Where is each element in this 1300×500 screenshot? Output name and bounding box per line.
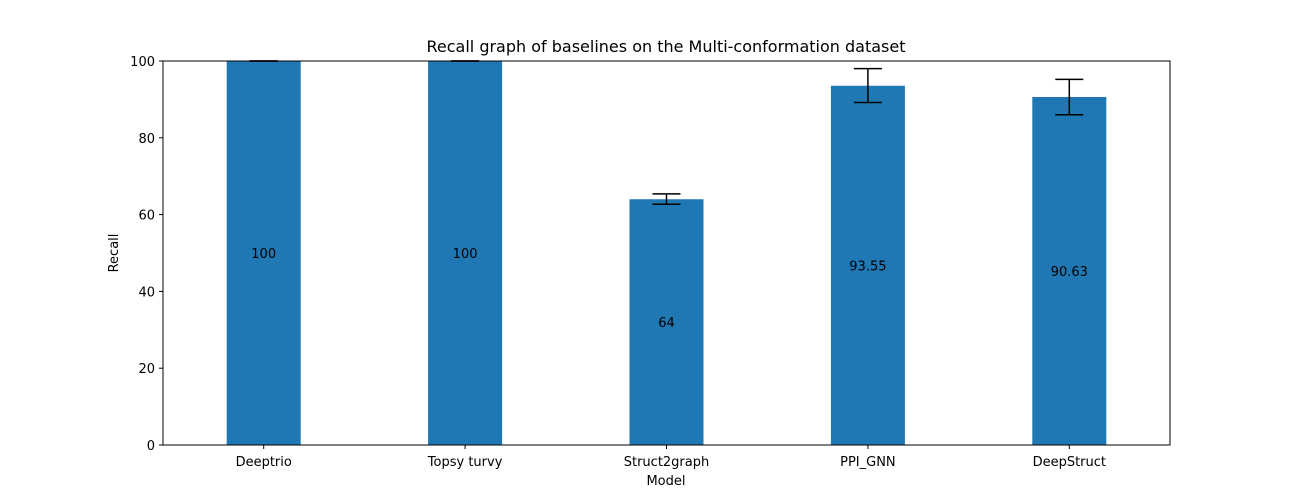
y-tick-label: 80 xyxy=(138,132,155,147)
axes-layer: Deeptrio Topsy turvy Struct2graph PPI_GNN De… xyxy=(130,55,1171,470)
x-tick-label: PPI_GNN xyxy=(840,455,896,470)
x-tick-label: DeepStruct xyxy=(1033,455,1106,470)
y-tick-label: 20 xyxy=(138,362,155,377)
x-axis-label: Model xyxy=(646,474,685,489)
x-tick-label: Struct2graph xyxy=(624,455,710,470)
axes-frame xyxy=(162,60,1171,446)
error-bar xyxy=(1055,78,1084,116)
y-tick-label: 0 xyxy=(147,439,155,454)
bar-value-label: 64 xyxy=(658,316,675,331)
bar-ppi-gnn xyxy=(830,85,905,445)
error-bar xyxy=(652,193,681,205)
x-tick-label: Deeptrio xyxy=(236,455,292,470)
bar-value-label: 100 xyxy=(251,247,276,262)
bar-deeptrio xyxy=(226,61,301,445)
y-tick-label: 60 xyxy=(138,209,155,224)
chart-title: Recall graph of baselines on the Multi-c… xyxy=(427,37,906,56)
bar-value-label: 100 xyxy=(453,247,478,262)
bar-struct2graph xyxy=(629,199,704,445)
bar-deepstruct xyxy=(1032,96,1107,445)
value-labels-layer: 100 100 64 93.55 90.63 xyxy=(251,247,1088,331)
bar-topsy-turvy xyxy=(428,61,503,445)
y-axis-label: Recall xyxy=(107,234,122,273)
x-tick-label: Topsy turvy xyxy=(427,455,503,470)
bars-layer xyxy=(226,61,1107,445)
bar-value-label: 93.55 xyxy=(849,259,886,274)
y-tick-label: 100 xyxy=(130,55,155,70)
y-tick-label: 40 xyxy=(138,285,155,300)
error-bar xyxy=(853,67,882,104)
bar-value-label: 90.63 xyxy=(1051,265,1088,280)
